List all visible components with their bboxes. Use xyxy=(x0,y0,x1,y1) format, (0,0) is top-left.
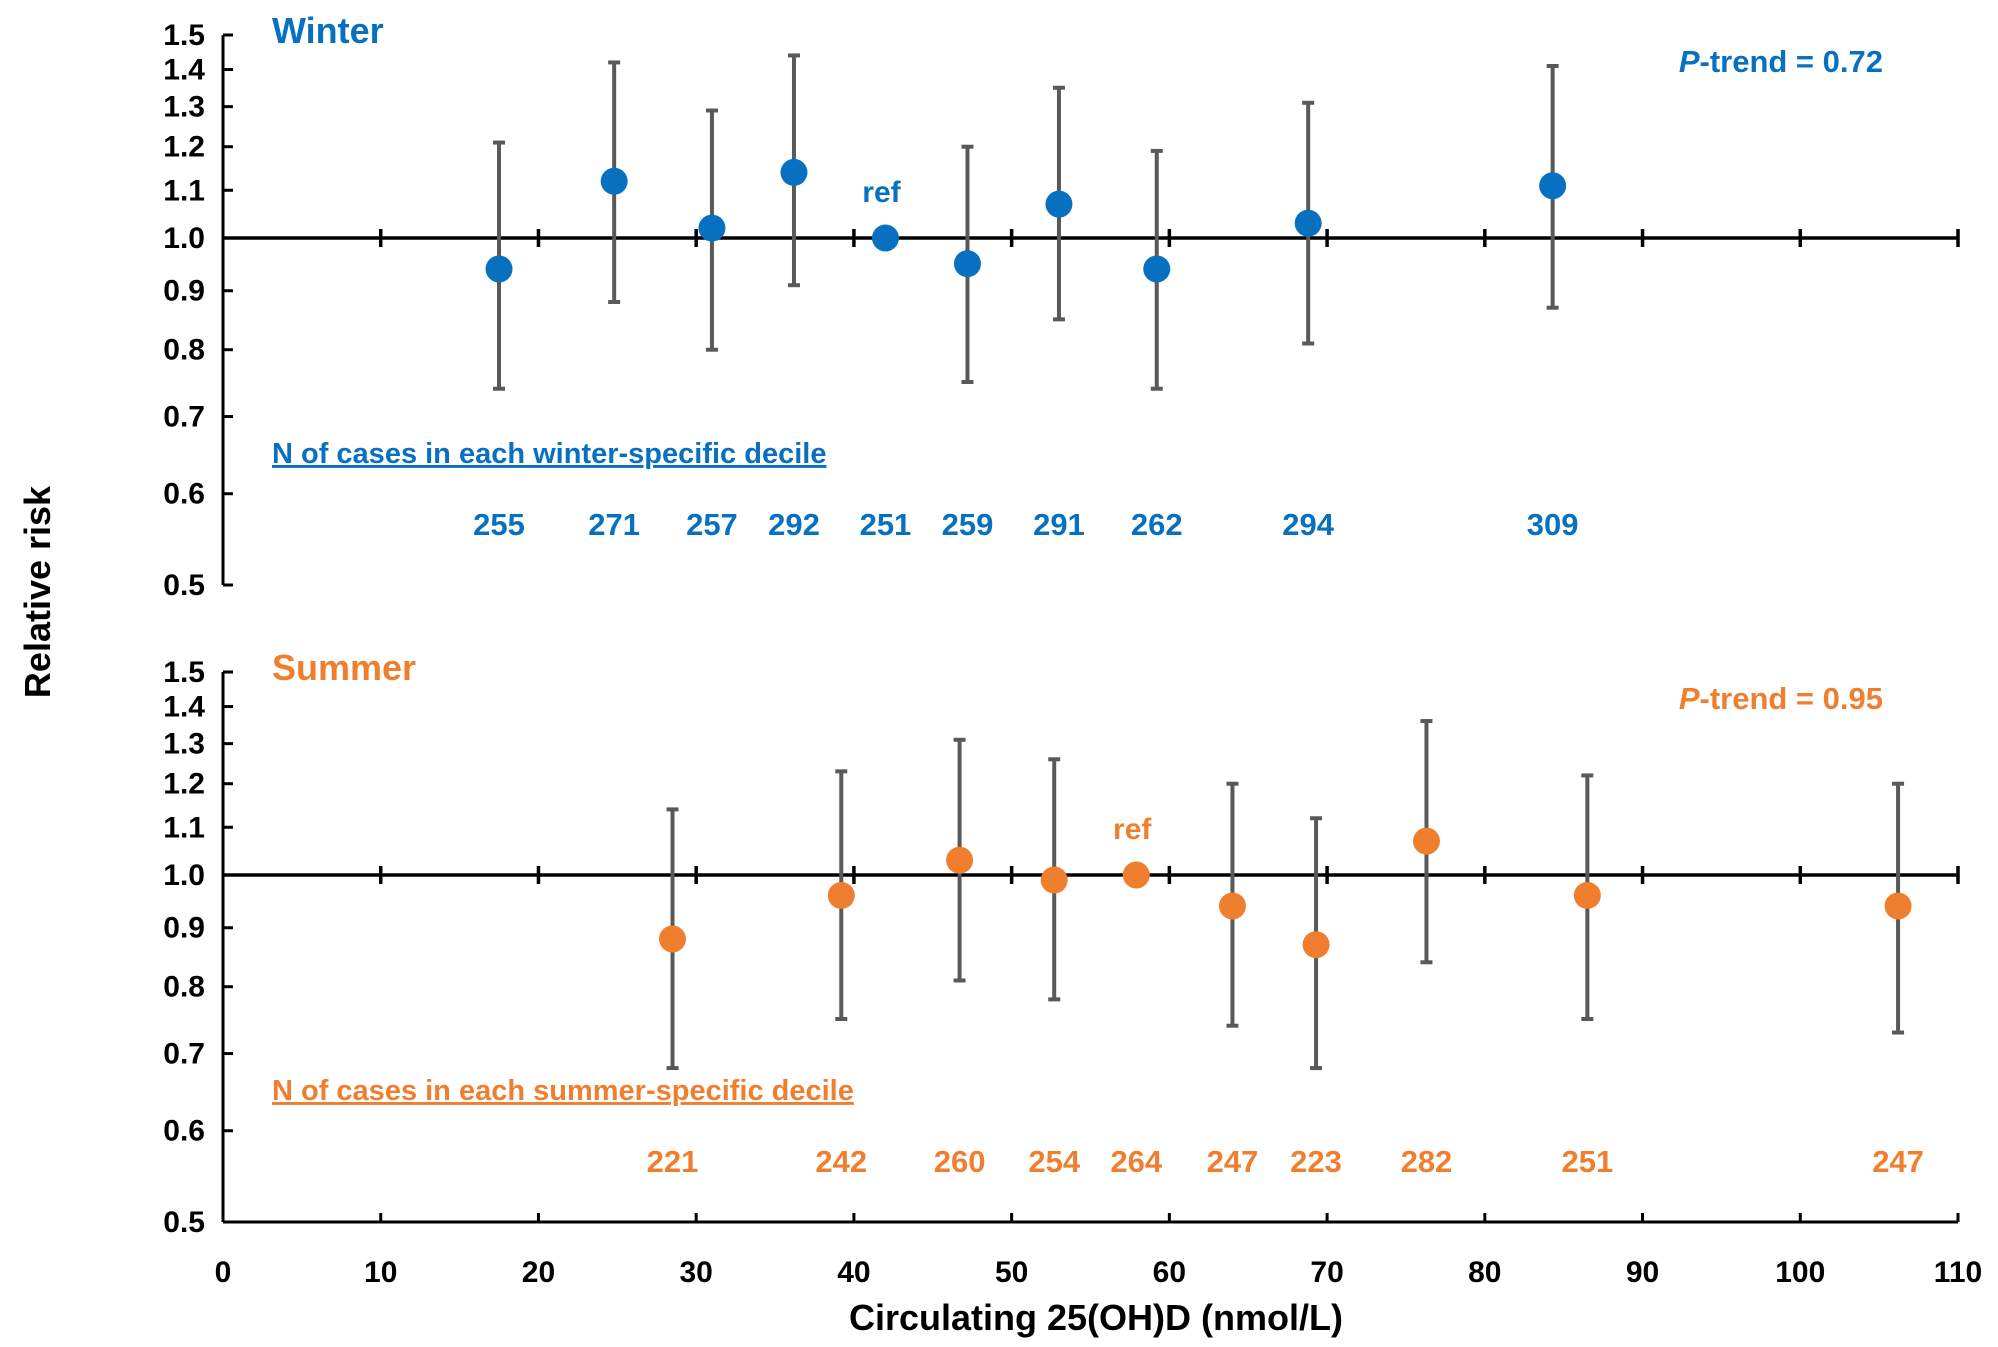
y-tick-label: 1.1 xyxy=(163,811,205,844)
data-point xyxy=(1040,866,1068,894)
y-tick-label: 0.8 xyxy=(163,334,205,367)
x-tick-label: 10 xyxy=(364,1256,397,1289)
x-tick-label: 80 xyxy=(1468,1256,1501,1289)
data-point xyxy=(1539,172,1567,200)
data-point xyxy=(1573,881,1601,909)
case-count-label: 251 xyxy=(1561,1144,1613,1179)
data-point xyxy=(1302,931,1330,959)
x-tick-label: 70 xyxy=(1310,1256,1343,1289)
case-count-label: 260 xyxy=(934,1144,986,1179)
x-tick-label: 0 xyxy=(215,1256,232,1289)
y-tick-label: 0.5 xyxy=(163,569,205,602)
data-point xyxy=(953,250,981,278)
data-point xyxy=(1122,861,1150,889)
data-point xyxy=(780,158,808,186)
case-count-label: 294 xyxy=(1282,507,1334,542)
y-tick-label: 1.4 xyxy=(163,54,205,87)
case-count-label: 271 xyxy=(588,507,640,542)
y-tick-label: 0.9 xyxy=(163,912,205,945)
y-tick-label: 1.2 xyxy=(163,131,205,164)
x-tick-label: 90 xyxy=(1626,1256,1659,1289)
y-tick-label: 0.6 xyxy=(163,1115,205,1148)
y-tick-label: 1.0 xyxy=(163,222,205,255)
p-trend-label: P-trend = 0.72 xyxy=(1679,44,1883,79)
data-point xyxy=(1294,209,1322,237)
x-tick-label: 30 xyxy=(679,1256,712,1289)
case-count-label: 309 xyxy=(1527,507,1579,542)
case-count-label: 221 xyxy=(647,1144,699,1179)
cases-heading: N of cases in each summer-specific decil… xyxy=(272,1075,854,1107)
y-tick-label: 0.6 xyxy=(163,478,205,511)
y-tick-label: 1.4 xyxy=(163,691,205,724)
y-tick-label: 0.8 xyxy=(163,971,205,1004)
case-count-label: 262 xyxy=(1131,507,1183,542)
x-tick-label: 100 xyxy=(1775,1256,1825,1289)
data-point xyxy=(1884,892,1912,920)
data-point xyxy=(1045,190,1073,218)
data-point xyxy=(946,846,974,874)
y-tick-label: 1.1 xyxy=(163,174,205,207)
y-tick-label: 1.5 xyxy=(163,19,205,52)
case-count-label: 247 xyxy=(1872,1144,1924,1179)
p-trend-label: P-trend = 0.95 xyxy=(1679,681,1883,716)
p-trend-p: P xyxy=(1679,681,1700,716)
y-tick-label: 1.5 xyxy=(163,656,205,689)
data-point xyxy=(1412,827,1440,855)
data-point xyxy=(827,881,855,909)
data-point xyxy=(871,224,899,252)
y-tick-label: 0.5 xyxy=(163,1206,205,1239)
data-point xyxy=(485,255,513,283)
case-count-label: 264 xyxy=(1110,1144,1162,1179)
y-tick-label: 0.7 xyxy=(163,1038,205,1071)
case-count-label: 259 xyxy=(942,507,994,542)
data-point xyxy=(1143,255,1171,283)
y-tick-label: 0.9 xyxy=(163,275,205,308)
x-tick-labels: 0 10 20 30 40 50 60 70 80 90 100 110 xyxy=(215,1213,1982,1289)
data-point xyxy=(1218,892,1246,920)
y-tick-label: 1.2 xyxy=(163,768,205,801)
y-tick-label: 1.3 xyxy=(163,728,205,761)
ref-label: ref xyxy=(1113,813,1152,846)
case-count-label: 257 xyxy=(686,507,738,542)
data-point xyxy=(698,214,726,242)
case-count-label: 292 xyxy=(768,507,820,542)
y-tick-label: 0.7 xyxy=(163,401,205,434)
chart-panels: 0.50.60.70.80.91.01.11.21.31.41.5 WinterP… xyxy=(163,10,1960,1239)
x-tick-label: 50 xyxy=(995,1256,1028,1289)
x-tick-label: 40 xyxy=(837,1256,870,1289)
ref-label: ref xyxy=(862,176,901,209)
panel-summer: 0.5 0.6 0.7 0.8 0.9 1.0 1.1 1.2 1.3 1.41.5 Summer P… xyxy=(163,647,1960,1239)
case-count-label: 247 xyxy=(1207,1144,1259,1179)
panel-title: Summer xyxy=(272,647,416,688)
x-tick-label: 60 xyxy=(1153,1256,1186,1289)
x-axis-title: Circulating 25(OH)D (nmol/L) xyxy=(849,1297,1343,1338)
data-point xyxy=(600,167,628,195)
p-trend-p: P xyxy=(1679,44,1700,79)
case-count-label: 223 xyxy=(1290,1144,1342,1179)
data-point xyxy=(659,925,687,953)
case-count-label: 251 xyxy=(860,507,912,542)
cases-heading: N of cases in each winter-specific decil… xyxy=(272,438,826,470)
case-count-label: 242 xyxy=(815,1144,867,1179)
p-trend-value: -trend = 0.72 xyxy=(1700,44,1884,79)
case-count-label: 291 xyxy=(1033,507,1085,542)
panel-winter: 0.5 0.6 0.7 0.8 0.9 1.0 1.1 1.2 1.3 1.41.5 Winter P… xyxy=(163,10,1960,602)
case-count-label: 282 xyxy=(1401,1144,1453,1179)
y-axis-title: Relative risk xyxy=(17,485,58,698)
case-count-label: 255 xyxy=(473,507,525,542)
x-tick-label: 20 xyxy=(522,1256,555,1289)
case-count-label: 254 xyxy=(1028,1144,1080,1179)
y-tick-label: 1.0 xyxy=(163,859,205,892)
x-tick-label: 110 xyxy=(1934,1256,1982,1289)
p-trend-value: -trend = 0.95 xyxy=(1700,681,1884,716)
y-tick-label: 1.3 xyxy=(163,91,205,124)
panel-title: Winter xyxy=(272,10,384,51)
